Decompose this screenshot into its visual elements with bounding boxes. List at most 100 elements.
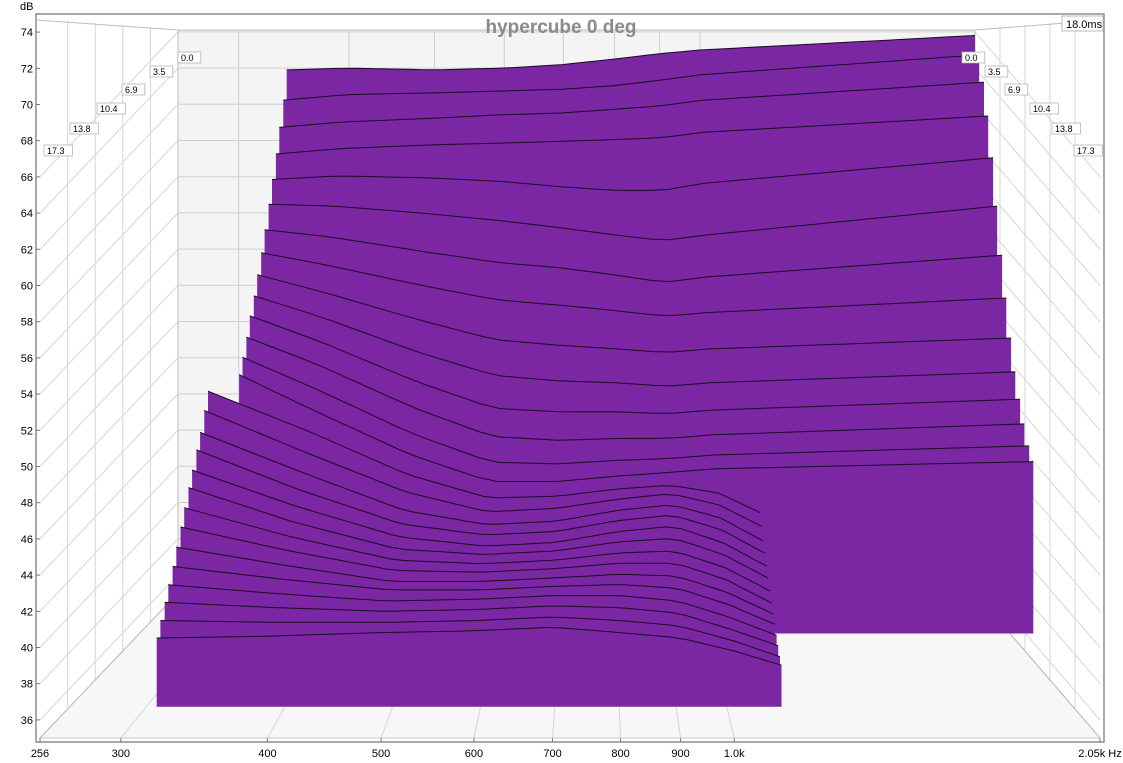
time-label-right: 13.8: [1055, 124, 1073, 134]
gridline-left-wall: [39, 357, 179, 504]
y-unit-label: dB: [20, 1, 33, 13]
gridline-left-wall: [39, 212, 179, 359]
slice-line-18: [191, 469, 767, 567]
y-tick-label: 48: [21, 498, 33, 510]
gridline-left-wall: [39, 429, 179, 576]
time-box-left: [121, 83, 146, 96]
x-tick-label: 500: [372, 748, 390, 760]
x-tick-label: 300: [112, 748, 130, 760]
y-tick-label: 64: [21, 208, 33, 220]
time-label-left: 6.9: [125, 85, 138, 95]
gridline-left-wall: [39, 574, 179, 721]
slice-line-7: [261, 252, 1007, 317]
slice-line-1: [283, 54, 980, 101]
gridline-right-wall: [974, 176, 1101, 323]
slice-line-12: [242, 356, 1030, 465]
slice-line-15: [204, 410, 762, 527]
slice-line-21: [180, 526, 772, 604]
x-tick-label: 2.05k Hz: [1078, 748, 1121, 760]
slice-line-10: [249, 315, 1021, 414]
time-box-right: [984, 65, 1009, 78]
time-box-left: [43, 144, 73, 157]
time-box-left: [69, 122, 99, 135]
time-box-right: [1073, 144, 1103, 157]
gridline-left-wall: [39, 321, 179, 467]
time-box-left: [177, 51, 202, 64]
time-label-left: 0.0: [181, 53, 194, 63]
slice-line-11: [246, 336, 1025, 441]
corner-line: [39, 592, 179, 739]
slice-line-5: [268, 203, 998, 241]
slice-line-13: [238, 374, 1034, 482]
y-tick-label: 68: [21, 136, 33, 148]
slice-line-9: [253, 295, 1016, 387]
slice-line-3: [275, 115, 989, 155]
gridline-left-wall: [39, 393, 179, 540]
slice-line-8: [257, 274, 1012, 353]
time-max-box: [1061, 15, 1104, 32]
time-label-right: 17.3: [1077, 146, 1095, 156]
chart-title: hypercube 0 deg: [486, 17, 637, 38]
gridline-left-wall: [39, 538, 179, 685]
slice-fill-27: [156, 627, 782, 707]
gridline-left-wall: [39, 248, 179, 395]
slice-line-27: [156, 626, 782, 666]
time-label-left: 13.8: [73, 124, 91, 134]
time-label-right: 3.5: [988, 67, 1001, 77]
gridline-left-wall: [39, 284, 179, 431]
x-tick-label: 256: [31, 748, 49, 760]
y-tick-label: 46: [21, 534, 33, 546]
gridline-left-wall: [39, 502, 179, 648]
time-box-right: [961, 51, 986, 64]
slice-line-2: [279, 81, 985, 128]
gridline-left-wall: [39, 465, 179, 612]
y-tick-label: 70: [21, 100, 33, 112]
y-tick-label: 74: [21, 27, 33, 39]
time-label-left: 10.4: [100, 104, 118, 114]
slice-line-4: [271, 157, 994, 191]
y-tick-label: 36: [21, 715, 33, 727]
time-label-right: 10.4: [1033, 104, 1051, 114]
time-box-right: [1004, 83, 1029, 96]
time-max-label: 18.0ms: [1066, 19, 1103, 31]
labels-layer: 74 72 70 68 66 64 62 60 58 56 54 52 50 48 46 44 42 40 38 36…: [20, 1, 1122, 760]
slice-line-14: [207, 390, 761, 513]
x-tick-label: 1.0k: [724, 748, 745, 760]
corner-line: [35, 19, 179, 31]
gridline-left-wall: [39, 140, 179, 286]
x-tick-label: 700: [543, 748, 561, 760]
time-label-right: 6.9: [1008, 85, 1021, 95]
slice-line-0: [286, 35, 976, 71]
x-tick-label: 900: [671, 748, 689, 760]
y-tick-label: 40: [21, 643, 33, 655]
slice-line-24: [168, 584, 777, 636]
time-box-left: [96, 102, 126, 115]
time-label-left: 17.3: [47, 146, 65, 156]
slice-line-16: [199, 431, 764, 542]
slice-line-26: [160, 616, 781, 658]
gridline-right-wall: [974, 103, 1101, 250]
gridline-left-wall: [39, 103, 179, 250]
y-tick-label: 42: [21, 606, 33, 618]
y-tick-label: 38: [21, 679, 33, 691]
y-tick-label: 56: [21, 353, 33, 365]
slice-line-19: [188, 487, 769, 579]
time-box-right: [1029, 102, 1059, 115]
gridline-left-wall: [39, 67, 179, 214]
y-tick-label: 50: [21, 462, 33, 474]
slice-line-20: [184, 507, 771, 592]
time-label-right: 0.0: [965, 53, 978, 63]
y-tick-label: 52: [21, 425, 33, 437]
x-tick-label: 800: [611, 748, 629, 760]
y-tick-label: 62: [21, 244, 33, 256]
y-tick-label: 60: [21, 281, 33, 293]
surface-layer: [156, 35, 1034, 707]
slice-line-6: [264, 229, 1003, 283]
y-tick-label: 58: [21, 317, 33, 329]
y-tick-label: 44: [21, 570, 33, 582]
x-tick-label: 400: [258, 748, 276, 760]
time-box-right: [1051, 122, 1081, 135]
slice-line-25: [164, 601, 779, 647]
time-label-left: 3.5: [153, 67, 166, 77]
